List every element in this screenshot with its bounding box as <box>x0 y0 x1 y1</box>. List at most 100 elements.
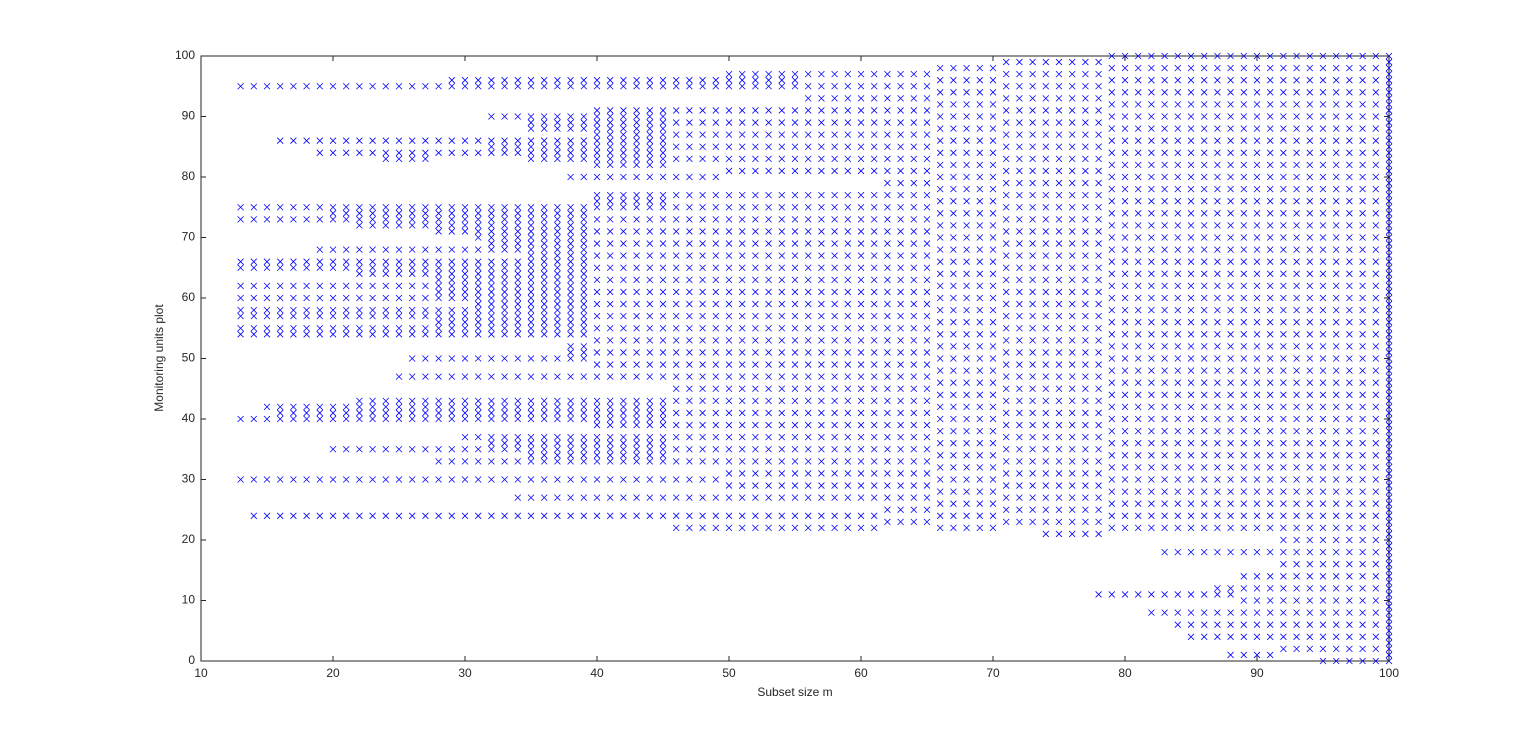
point <box>1161 512 1168 520</box>
point <box>1346 476 1353 483</box>
point <box>752 373 759 380</box>
point <box>554 312 561 320</box>
point <box>1240 137 1248 144</box>
point <box>554 415 561 423</box>
point <box>646 119 654 126</box>
point <box>1346 415 1353 423</box>
point <box>501 149 508 157</box>
point <box>752 421 759 429</box>
point <box>818 300 825 308</box>
point <box>382 397 390 405</box>
point <box>646 421 654 429</box>
point <box>659 173 667 181</box>
point <box>831 524 838 532</box>
point <box>1266 331 1274 338</box>
point <box>435 246 442 253</box>
point <box>1293 573 1300 580</box>
point <box>620 494 627 501</box>
point <box>1293 548 1300 556</box>
point <box>501 294 508 302</box>
point <box>738 107 746 114</box>
point <box>593 494 601 501</box>
point <box>1148 591 1155 598</box>
point <box>435 294 442 302</box>
point <box>1002 95 1010 102</box>
point <box>461 149 469 157</box>
point <box>1002 58 1010 66</box>
point <box>514 246 522 253</box>
point <box>699 433 706 441</box>
point <box>857 373 865 380</box>
point <box>1359 294 1366 302</box>
point <box>580 113 588 120</box>
point <box>1002 228 1010 235</box>
point <box>356 210 363 217</box>
point <box>910 228 918 235</box>
point <box>672 445 680 453</box>
point <box>329 512 337 520</box>
point <box>686 397 693 405</box>
point <box>422 258 429 265</box>
point <box>501 234 508 241</box>
point <box>989 76 997 84</box>
point <box>725 143 733 151</box>
point <box>488 409 495 417</box>
point <box>910 276 918 284</box>
point <box>250 264 258 272</box>
point <box>1002 276 1010 284</box>
point <box>395 282 403 290</box>
point <box>1095 191 1102 199</box>
point <box>1029 385 1036 393</box>
point <box>672 337 680 344</box>
point <box>1253 476 1261 483</box>
point <box>1385 573 1393 580</box>
point <box>672 288 680 296</box>
point <box>1002 337 1010 344</box>
point <box>1095 58 1102 66</box>
point <box>1332 331 1340 338</box>
point <box>316 403 324 411</box>
point <box>408 403 416 411</box>
point <box>1293 234 1300 241</box>
point <box>818 524 825 532</box>
point <box>1293 210 1300 217</box>
point <box>976 512 984 520</box>
point <box>1332 524 1340 532</box>
point <box>580 222 588 229</box>
point <box>382 203 390 211</box>
point <box>804 167 812 175</box>
point <box>1108 379 1116 386</box>
point <box>1148 234 1155 241</box>
point <box>514 355 522 362</box>
point <box>818 107 825 114</box>
point <box>936 306 944 314</box>
point <box>1148 258 1155 265</box>
point <box>1121 367 1129 374</box>
point <box>1214 367 1221 374</box>
point <box>923 252 931 259</box>
point <box>1002 119 1010 126</box>
point <box>778 512 786 520</box>
point <box>1121 246 1129 253</box>
point <box>923 409 931 417</box>
point <box>501 415 508 423</box>
point <box>369 331 376 338</box>
point <box>1306 415 1314 423</box>
point <box>633 397 640 405</box>
point <box>1227 246 1234 253</box>
point <box>276 512 284 520</box>
point <box>1280 234 1287 241</box>
point <box>474 203 482 211</box>
point <box>593 228 601 235</box>
point <box>1372 367 1380 374</box>
point <box>1319 173 1327 181</box>
point <box>461 403 469 411</box>
point <box>554 82 561 90</box>
point <box>448 137 456 144</box>
point <box>1161 306 1168 314</box>
point <box>1095 288 1102 296</box>
point <box>461 258 469 265</box>
point <box>620 421 627 429</box>
point <box>1068 216 1076 223</box>
point <box>1306 512 1314 520</box>
